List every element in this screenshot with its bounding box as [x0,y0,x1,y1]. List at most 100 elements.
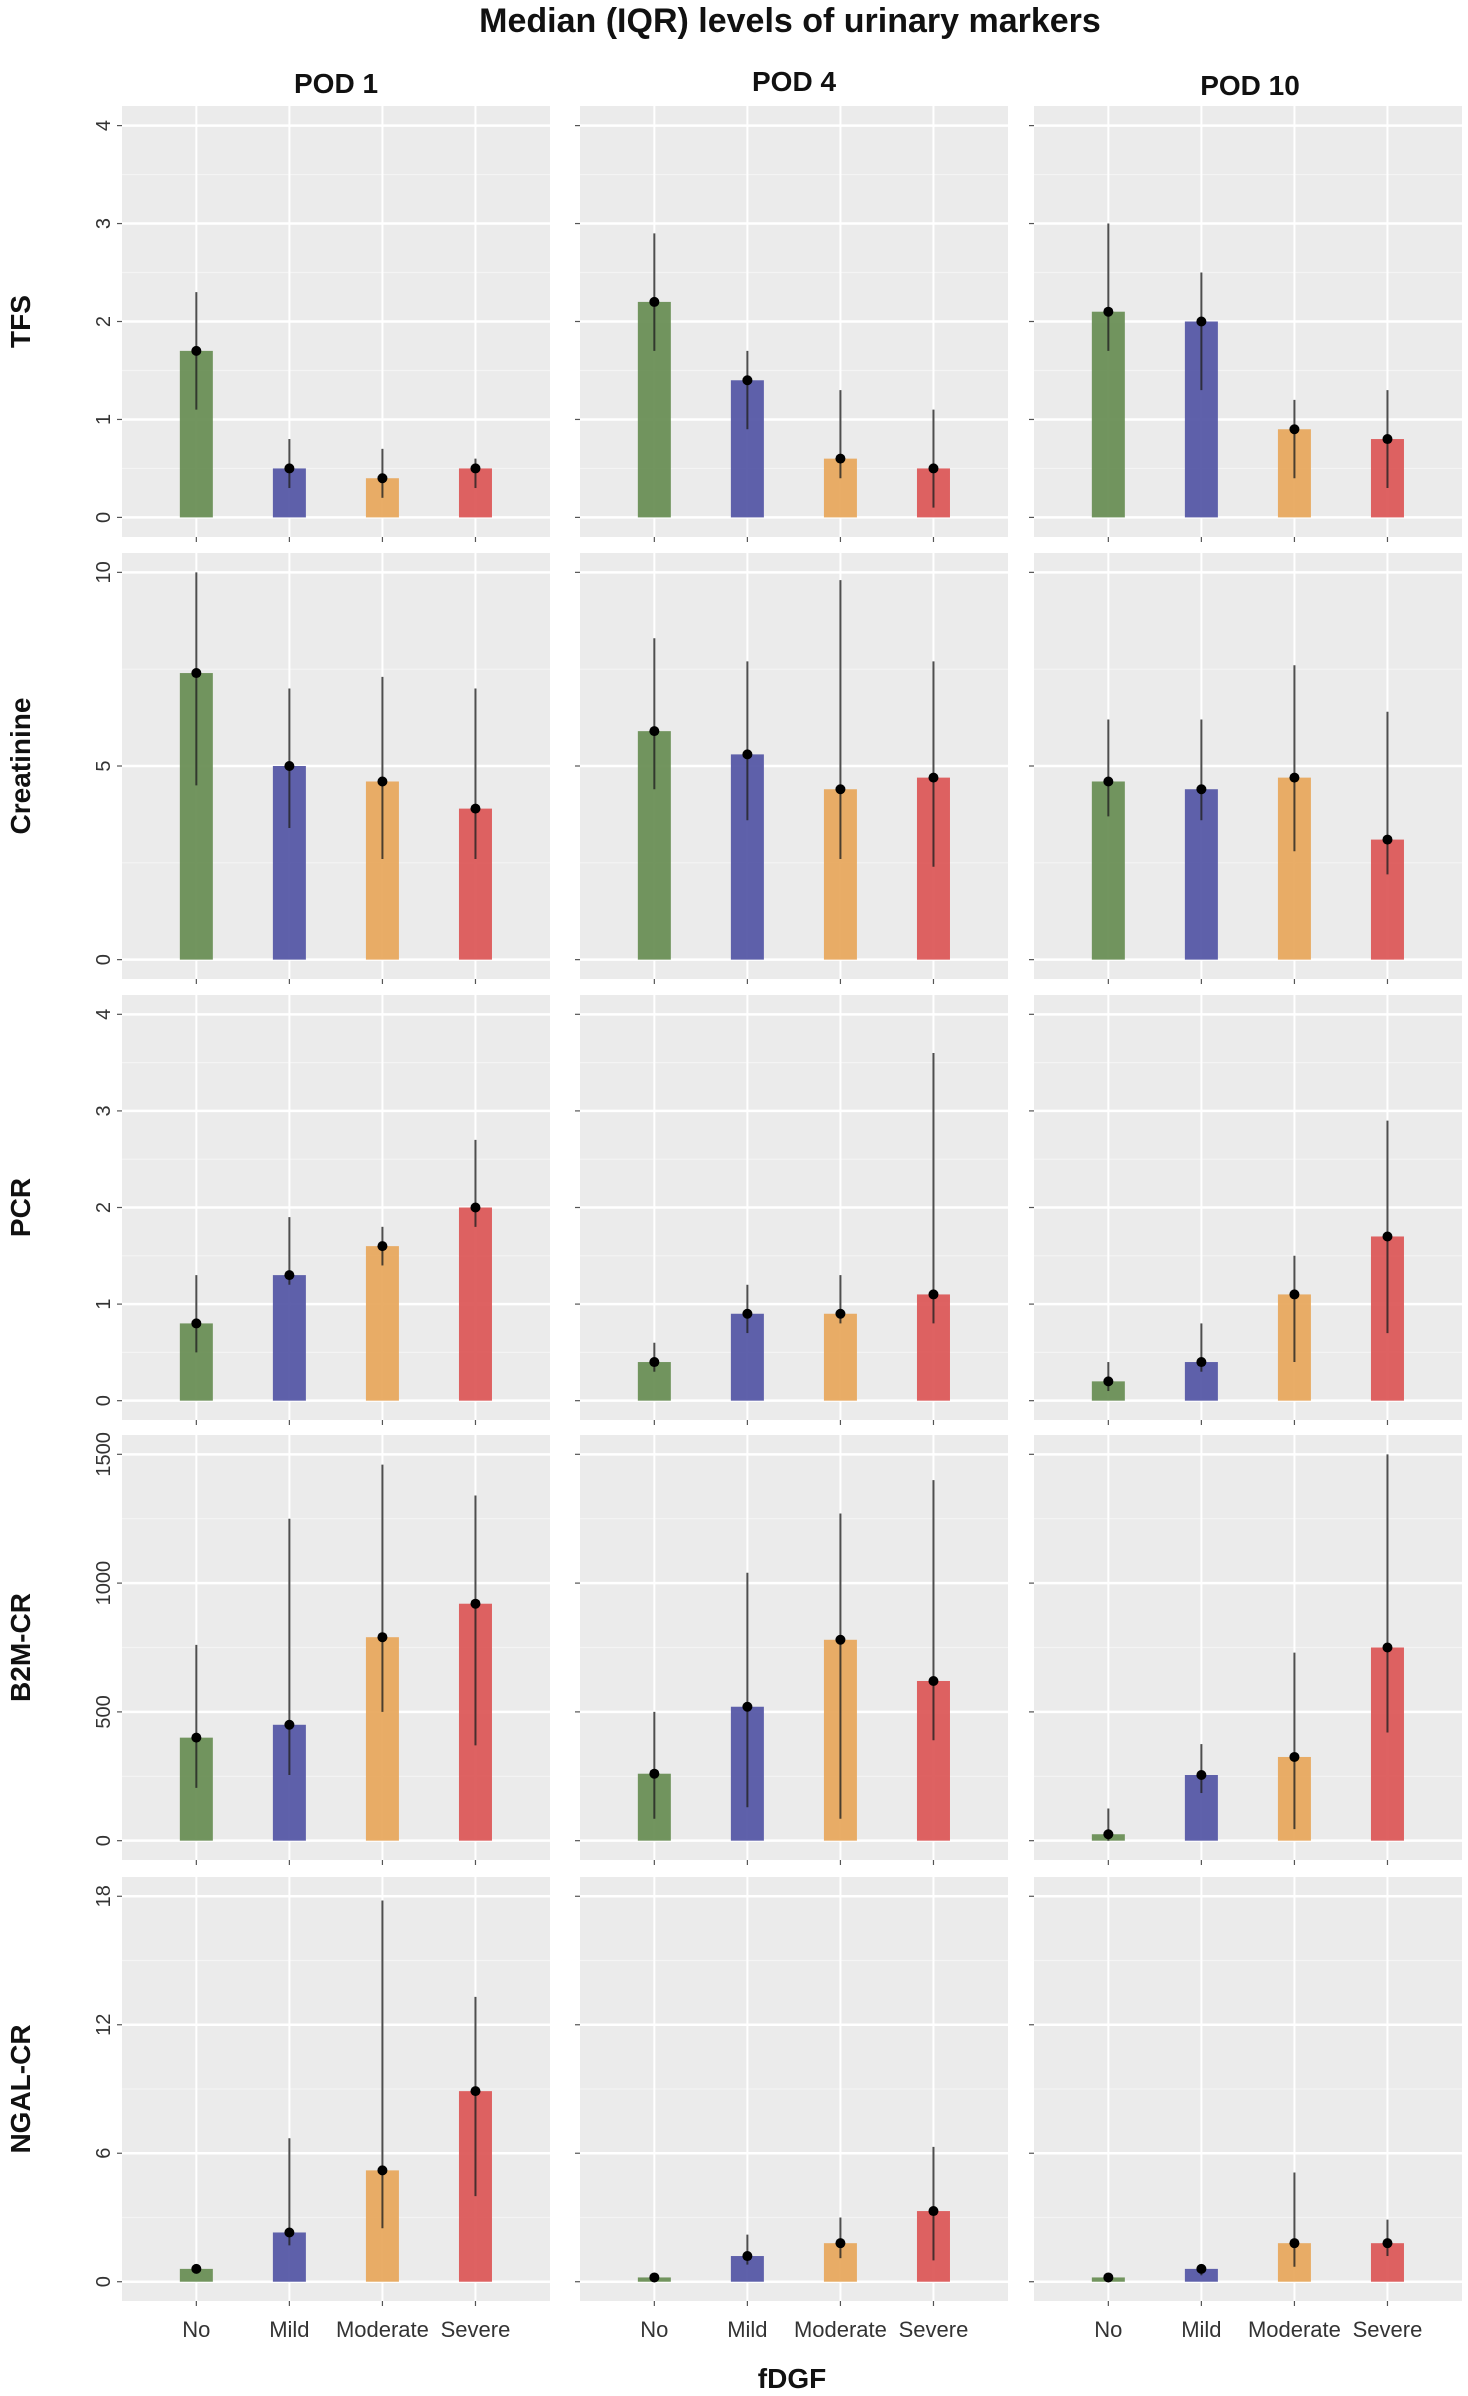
median-point-no [649,2272,660,2283]
x-tick-label-severe: Severe [1353,2317,1423,2342]
bar-mild [272,1275,306,1401]
y-tick-label: 2 [93,1202,115,1213]
median-point-mild [284,2227,295,2238]
y-tick-label: 0 [93,954,115,965]
column-title-pod1: POD 1 [294,68,378,99]
median-point-mild [742,375,753,386]
median-point-no [191,1318,202,1329]
median-point-no [1103,1829,1114,1840]
bar-no [179,2268,213,2282]
median-point-moderate [377,473,388,484]
bar-mild [1184,2268,1218,2282]
median-point-no [191,1732,202,1743]
median-point-mild [1196,2263,1207,2274]
median-point-moderate [1289,424,1300,435]
y-tick-label: 1500 [93,1432,115,1477]
x-tick-label-no: No [182,2317,210,2342]
y-tick-label: 0 [93,1835,115,1846]
median-point-mild [1196,1357,1207,1368]
y-tick-label: 1 [93,414,115,425]
x-axis-title: fDGF [758,2363,826,2394]
median-point-no [1103,776,1114,787]
panel-b2m-cr-pod10 [1029,1435,1462,1865]
y-tick-label: 500 [93,1695,115,1728]
median-point-no [1103,1376,1114,1387]
median-point-mild [742,1701,753,1712]
median-point-no [1103,2272,1114,2283]
y-tick-label: 3 [93,218,115,229]
y-tick-label: 6 [93,2148,115,2159]
median-point-mild [284,1719,295,1730]
median-point-severe [470,1598,481,1609]
panel-b2m-cr-pod1: 0 500 1000 1500 [93,1432,550,1865]
median-point-moderate [1289,1751,1300,1762]
bar-moderate [365,1246,399,1401]
median-point-severe [470,463,481,474]
median-point-moderate [377,2165,388,2176]
median-point-moderate [835,1308,846,1319]
chart-title: Median (IQR) levels of urinary markers [479,2,1101,40]
median-point-no [649,1357,660,1368]
median-point-moderate [835,2238,846,2249]
median-point-no [649,296,660,307]
y-tick-label: 18 [93,1885,115,1907]
median-point-severe [928,2206,939,2217]
y-tick-label: 10 [93,561,115,583]
x-tick-label-no: No [1094,2317,1122,2342]
panel-creatinine-pod10 [1029,553,1462,984]
panel-ngal-cr-pod10 [1029,1877,1462,2306]
median-point-severe [1382,2238,1393,2249]
median-point-moderate [835,784,846,795]
median-point-severe [1382,1231,1393,1242]
median-point-mild [1196,1770,1207,1780]
median-point-severe [928,1289,939,1300]
y-tick-label: 1000 [93,1561,115,1606]
row-title-ngal-cr: NGAL-CR [5,2024,36,2153]
median-point-no [649,726,660,737]
y-tick-label: 0 [93,1395,115,1406]
panel-ngal-cr-pod1: 0 6 12 18 [93,1877,550,2306]
row-title-b2m-cr: B2M-CR [5,1593,36,1702]
y-tick-label: 0 [93,512,115,523]
median-point-moderate [377,1241,388,1252]
row-title-tfs: TFS [5,295,36,348]
y-tick-label: 12 [93,2014,115,2036]
median-point-moderate [1289,2238,1300,2249]
panel-ngal-cr-pod4 [575,1877,1008,2306]
column-title-pod4: POD 4 [752,66,836,97]
panel-b2m-cr-pod4 [575,1435,1008,1865]
x-tick-label-mild: Mild [269,2317,309,2342]
x-axis-labels: No Mild Moderate Severe No Mild Moderate Severe… [182,2317,1422,2342]
x-tick-label-mild: Mild [1181,2317,1221,2342]
x-tick-label-no: No [640,2317,668,2342]
row-title-pcr: PCR [5,1178,36,1237]
x-tick-label-moderate: Moderate [1248,2317,1341,2342]
median-point-mild [1196,784,1207,795]
median-point-moderate [377,776,388,787]
median-point-severe [928,1675,939,1686]
median-point-no [191,345,202,356]
median-point-mild [284,1270,295,1281]
y-tick-label: 3 [93,1105,115,1116]
median-point-mild [284,761,295,771]
median-point-moderate [377,1632,388,1643]
x-tick-label-severe: Severe [899,2317,969,2342]
median-point-severe [470,2086,481,2097]
bar-moderate [823,1313,857,1401]
panel-pcr-pod1: 0 1 2 3 4 [93,995,550,1425]
bar-severe [458,1207,492,1401]
row-title-creatinine: Creatinine [5,698,36,835]
y-tick-label: 0 [93,2276,115,2287]
x-tick-label-moderate: Moderate [336,2317,429,2342]
median-point-severe [470,1202,481,1213]
panel-creatinine-pod1: 0 5 10 [93,553,550,984]
row-titles: TFS Creatinine PCR B2M-CR NGAL-CR [5,295,36,2153]
median-point-severe [928,463,939,474]
median-point-severe [1382,834,1393,845]
median-point-moderate [1289,772,1300,783]
y-tick-label: 1 [93,1299,115,1310]
median-point-severe [928,772,939,783]
x-tick-label-severe: Severe [441,2317,511,2342]
